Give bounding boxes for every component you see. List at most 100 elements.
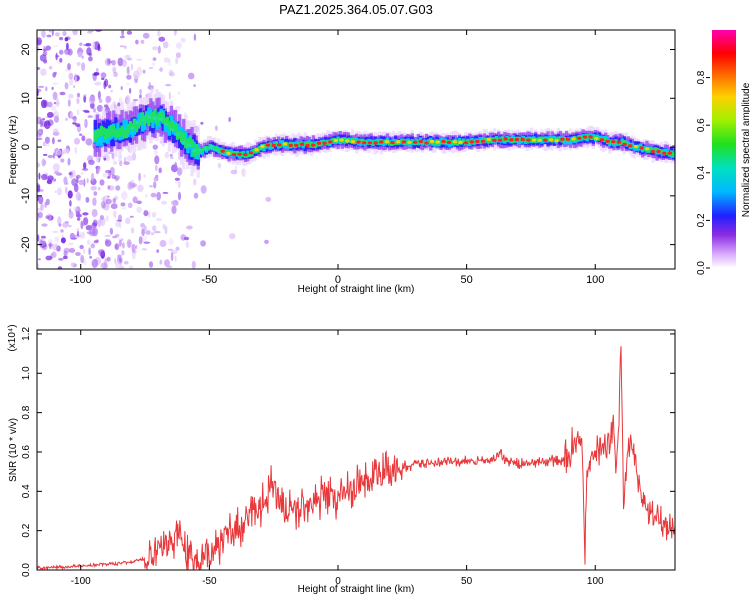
spectrogram-noise-blob (173, 30, 177, 36)
spectrogram-peak (282, 142, 288, 146)
spectrogram-peak (197, 148, 203, 152)
spectrogram-noise-blob (151, 62, 156, 67)
spectrogram-noise-blob (126, 82, 130, 86)
spectrogram-noise-blob (54, 190, 57, 193)
spectrogram-ytick-label: 20 (20, 43, 32, 55)
spectrogram-peak (169, 128, 174, 132)
spectrogram-noise-blob (52, 243, 59, 251)
spectrogram-ridge-cell (235, 151, 239, 156)
spectrogram-peak (226, 151, 231, 155)
spectrogram-noise-blob (67, 158, 71, 166)
spectrogram-noise-blob (76, 62, 81, 66)
spectrogram-ridge-cell (317, 143, 322, 147)
spectrogram-noise-blob (88, 228, 96, 237)
colorbar-ticks: 0.0 0.2 0.4 0.6 0.8 (696, 70, 710, 275)
snr-xtick-label: 100 (587, 576, 604, 587)
spectrogram-ridge-cell (371, 140, 375, 144)
spectrogram-ridge-cell (579, 135, 583, 139)
spectrogram-ridge-cell (192, 141, 196, 153)
spectrogram-ridge-cell (589, 136, 593, 141)
spectrogram-ridge-cell (433, 141, 437, 145)
spectrogram-image (37, 30, 675, 269)
spectrogram-noise-blob (177, 180, 181, 189)
spectrogram-noise-blob (113, 161, 117, 165)
spectrogram-peak (560, 137, 565, 141)
spectrogram-noise-blob (141, 248, 148, 251)
spectrogram-peak (509, 138, 514, 142)
spectrogram-ridge-cell (184, 138, 188, 149)
spectrogram-noise-blob (185, 241, 189, 248)
spectrogram-ridge-cell (488, 139, 493, 143)
spectrogram-xtick-label: -100 (70, 274, 92, 286)
spectrogram-peak (373, 141, 378, 145)
spectrogram-noise-blob (178, 91, 181, 95)
spectrogram-ridge-cell (614, 139, 618, 146)
spectrogram-noise-blob (131, 251, 136, 260)
spectrogram-noise-blob (102, 202, 110, 211)
spectrogram-ridge-cell (258, 146, 262, 150)
spectrogram-peak (492, 138, 497, 142)
spectrogram-peak (322, 141, 327, 145)
spectrogram-ridge-cell (97, 132, 102, 144)
spectrogram-noise-blob (85, 42, 92, 47)
spectrogram-noise-blob (148, 82, 151, 86)
spectrogram-noise-blob (90, 186, 97, 191)
spectrogram-noise-blob (90, 172, 95, 182)
spectrogram-noise-blob (92, 40, 95, 50)
spectrogram-ridge-cell (200, 148, 204, 155)
spectrogram-noise-blob (44, 120, 51, 130)
spectrogram-noise-blob (69, 248, 76, 253)
spectrogram-noise-blob (77, 109, 80, 116)
snr-ytick-label: 0.2 (21, 523, 32, 537)
spectrogram-ridge-cell (178, 129, 182, 149)
spectrogram-peak (475, 139, 480, 144)
spectrogram-ridge-cell (245, 150, 250, 156)
spectrogram-peak (526, 138, 531, 142)
spectrogram-noise-blob (90, 102, 95, 109)
spectrogram-noise-blob (46, 111, 54, 118)
spectrogram-noise-blob (126, 66, 130, 75)
spectrogram-noise-blob (48, 242, 52, 250)
spectrogram-noise-blob (89, 255, 93, 259)
spectrogram-peak (588, 135, 593, 139)
spectrogram-ridge-cell (245, 154, 250, 157)
spectrogram-noise-blob (127, 181, 133, 191)
spectrogram-ridge-cell (367, 138, 371, 144)
colorbar: 0.0 0.2 0.4 0.6 0.8 Normalized spectral ampl… (696, 30, 750, 275)
spectrogram-noise-blob (80, 172, 84, 175)
spectrogram-ridge-cell (223, 149, 227, 154)
spectrogram-ridge-cell (427, 139, 431, 143)
spectrogram-ridge-cell (289, 141, 293, 146)
spectrogram-ridge-cell (665, 150, 670, 155)
spectrogram-ridge-cell (248, 152, 252, 157)
spectrogram-noise-blob (53, 101, 57, 104)
spectrogram-noise-blob (174, 255, 177, 262)
spectrogram-noise-blob (79, 133, 83, 136)
spectrogram-noise-blob (93, 107, 96, 113)
spectrogram-ridge-cell (614, 139, 618, 143)
spectrogram-noise-blob (50, 106, 57, 111)
spectrogram-noise-blob (37, 207, 42, 212)
spectrogram-peak (650, 149, 656, 154)
spectrogram-noise-blob (37, 67, 41, 70)
spectrogram-noise-blob (164, 259, 170, 267)
spectrogram-noise-blob (97, 90, 101, 100)
spectrogram-noise-blob (45, 215, 50, 220)
spectrogram-noise-blob (165, 83, 172, 87)
spectrogram-noise-blob (153, 152, 158, 155)
spectrogram-peak (260, 144, 265, 149)
spectrogram-ridge-cell (355, 139, 359, 143)
spectrogram-ridge-cell (233, 151, 237, 155)
spectrogram-noise-blob (51, 30, 54, 36)
spectrogram-noise-blob (167, 248, 173, 251)
spectrogram-ridge-cell (517, 136, 521, 141)
spectrogram-noise-blob (52, 91, 58, 101)
spectrogram-noise-blob (43, 159, 47, 166)
spectrogram-peak (277, 143, 282, 147)
spectrogram-ridge-cell (134, 119, 139, 131)
spectrogram-peak (356, 140, 361, 144)
spectrogram-peak (594, 137, 599, 141)
spectrogram-noise-blob (169, 72, 176, 77)
spectrogram-peak (362, 141, 367, 145)
spectrogram-noise-blob (59, 58, 63, 63)
